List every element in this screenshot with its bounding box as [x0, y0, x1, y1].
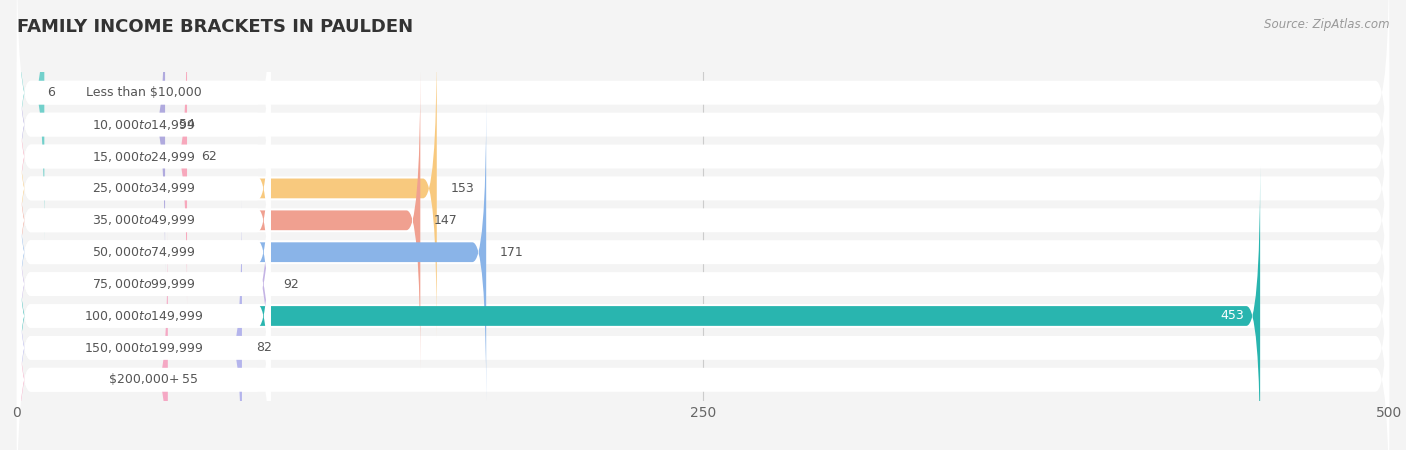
FancyBboxPatch shape [17, 232, 1389, 450]
Text: 92: 92 [283, 278, 299, 291]
FancyBboxPatch shape [17, 232, 271, 450]
Text: FAMILY INCOME BRACKETS IN PAULDEN: FAMILY INCOME BRACKETS IN PAULDEN [17, 18, 413, 36]
Text: $75,000 to $99,999: $75,000 to $99,999 [91, 277, 195, 291]
Text: $35,000 to $49,999: $35,000 to $49,999 [91, 213, 195, 227]
Text: 453: 453 [1220, 310, 1244, 323]
FancyBboxPatch shape [17, 9, 271, 304]
FancyBboxPatch shape [17, 7, 187, 306]
FancyBboxPatch shape [17, 9, 1389, 304]
Text: 55: 55 [181, 373, 197, 386]
FancyBboxPatch shape [17, 168, 271, 450]
FancyBboxPatch shape [17, 135, 270, 434]
FancyBboxPatch shape [17, 0, 271, 240]
Text: 171: 171 [501, 246, 523, 259]
Text: 147: 147 [434, 214, 458, 227]
FancyBboxPatch shape [17, 41, 271, 336]
Text: 62: 62 [201, 150, 217, 163]
FancyBboxPatch shape [17, 0, 1389, 240]
Text: 54: 54 [179, 118, 194, 131]
FancyBboxPatch shape [17, 73, 271, 368]
Text: $150,000 to $199,999: $150,000 to $199,999 [84, 341, 204, 355]
FancyBboxPatch shape [17, 0, 271, 272]
FancyBboxPatch shape [17, 105, 271, 400]
FancyBboxPatch shape [17, 0, 45, 242]
Text: $15,000 to $24,999: $15,000 to $24,999 [91, 149, 195, 163]
FancyBboxPatch shape [17, 200, 271, 450]
FancyBboxPatch shape [17, 0, 1389, 272]
Text: 82: 82 [256, 342, 271, 355]
Text: 153: 153 [450, 182, 474, 195]
FancyBboxPatch shape [17, 41, 1389, 336]
Text: Source: ZipAtlas.com: Source: ZipAtlas.com [1264, 18, 1389, 31]
FancyBboxPatch shape [17, 103, 486, 402]
FancyBboxPatch shape [17, 39, 437, 338]
FancyBboxPatch shape [17, 198, 242, 450]
FancyBboxPatch shape [17, 166, 1260, 450]
Text: $200,000+: $200,000+ [108, 373, 179, 386]
Text: $100,000 to $149,999: $100,000 to $149,999 [84, 309, 204, 323]
Text: $50,000 to $74,999: $50,000 to $74,999 [91, 245, 195, 259]
FancyBboxPatch shape [17, 200, 1389, 450]
FancyBboxPatch shape [17, 71, 420, 370]
FancyBboxPatch shape [17, 137, 271, 432]
FancyBboxPatch shape [17, 0, 165, 274]
FancyBboxPatch shape [17, 230, 167, 450]
Text: Less than $10,000: Less than $10,000 [86, 86, 201, 99]
FancyBboxPatch shape [17, 73, 1389, 368]
FancyBboxPatch shape [17, 168, 1389, 450]
FancyBboxPatch shape [17, 105, 1389, 400]
Text: 6: 6 [46, 86, 55, 99]
Text: $25,000 to $34,999: $25,000 to $34,999 [91, 181, 195, 195]
FancyBboxPatch shape [17, 137, 1389, 432]
Text: $10,000 to $14,999: $10,000 to $14,999 [91, 117, 195, 131]
